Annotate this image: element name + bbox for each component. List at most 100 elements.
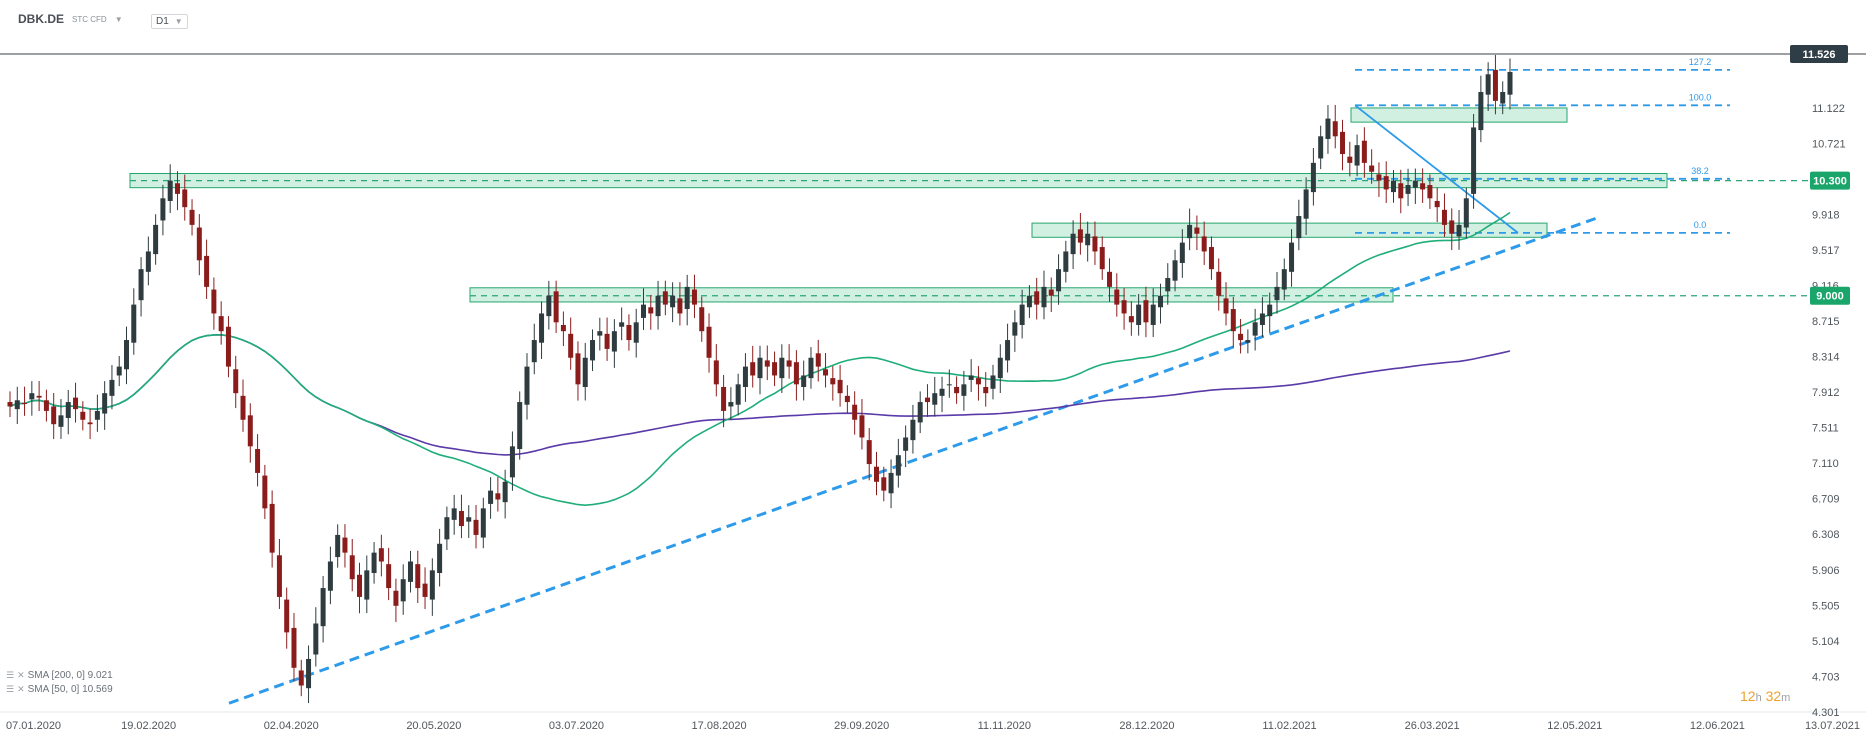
settings-icon[interactable]: ☰ bbox=[6, 670, 15, 680]
x-tick-label: 12.06.2021 bbox=[1690, 720, 1745, 732]
fibonacci-retracement[interactable]: 127.2 100.0 38.2 0.0 bbox=[1354, 57, 1730, 234]
candle-body bbox=[903, 437, 909, 451]
candle-body bbox=[1012, 322, 1018, 336]
candle-body bbox=[1201, 236, 1207, 252]
candle-body bbox=[1019, 304, 1025, 325]
candle-body bbox=[145, 251, 151, 272]
timer-minutes-unit: m bbox=[1781, 692, 1791, 704]
candle-body bbox=[757, 357, 763, 379]
candle-body bbox=[495, 493, 501, 500]
candle-body bbox=[1092, 236, 1098, 252]
candle-body bbox=[276, 555, 282, 597]
fib-anchor-line bbox=[1354, 104, 1519, 234]
x-tick-label: 11.11.2020 bbox=[978, 720, 1031, 732]
candle-body bbox=[640, 304, 646, 318]
candle-body bbox=[983, 386, 989, 394]
candle-body bbox=[539, 313, 545, 343]
candle-body bbox=[480, 508, 486, 538]
candle-body bbox=[1434, 200, 1440, 208]
candle-body bbox=[1034, 291, 1040, 305]
candle-body bbox=[910, 419, 916, 441]
candle-body bbox=[1296, 216, 1302, 239]
candle-body bbox=[393, 590, 399, 606]
close-icon[interactable]: ✕ bbox=[17, 684, 25, 694]
candle-body bbox=[801, 375, 807, 387]
candle-body bbox=[1077, 229, 1083, 243]
close-icon[interactable]: ✕ bbox=[17, 670, 25, 680]
candle-body bbox=[1354, 145, 1360, 166]
candle-body bbox=[684, 286, 690, 310]
candle-body bbox=[14, 400, 20, 410]
y-tick-label: 10.721 bbox=[1812, 138, 1846, 150]
candle-body bbox=[1230, 309, 1236, 332]
trendline[interactable] bbox=[228, 215, 1601, 705]
timeframe-select[interactable]: D1 ▼ bbox=[151, 14, 188, 29]
candle-body bbox=[1216, 271, 1222, 296]
candle-body bbox=[895, 455, 901, 476]
candle-body bbox=[924, 397, 930, 403]
chevron-down-icon[interactable]: ▼ bbox=[114, 14, 123, 24]
legend-sma50[interactable]: ☰ ✕ SMA [50, 0] 10.569 bbox=[6, 684, 113, 695]
y-tick-label: 5.505 bbox=[1812, 600, 1840, 612]
candle-body bbox=[364, 570, 370, 600]
candle-body bbox=[1252, 322, 1258, 336]
candle-body bbox=[1114, 289, 1120, 305]
candle-body bbox=[58, 415, 64, 427]
y-tick-label: 8.715 bbox=[1812, 316, 1840, 328]
candle-body bbox=[662, 291, 668, 305]
candle-body bbox=[7, 402, 13, 407]
x-tick-label: 13.07.2021 bbox=[1805, 720, 1860, 732]
candle-body bbox=[1128, 316, 1134, 323]
fib-label: 100.0 bbox=[1689, 92, 1712, 102]
candle-body bbox=[1267, 304, 1273, 317]
grid-lines bbox=[0, 53, 1866, 713]
sr-zone bbox=[1031, 222, 1548, 238]
candle-body bbox=[633, 322, 639, 343]
candle-body bbox=[779, 357, 785, 379]
candle-body bbox=[728, 402, 734, 407]
candle-body bbox=[939, 388, 945, 396]
candle-body bbox=[1420, 183, 1426, 190]
candle-body bbox=[713, 360, 719, 385]
candle-body bbox=[225, 326, 231, 367]
candle-body bbox=[284, 599, 290, 633]
candle-body bbox=[997, 357, 1003, 379]
candle-body bbox=[502, 481, 508, 503]
timer-hours: 12 bbox=[1740, 688, 1756, 704]
candle-body bbox=[1340, 131, 1346, 155]
candle-body bbox=[1281, 269, 1287, 290]
candle-body bbox=[116, 366, 122, 376]
settings-icon[interactable]: ☰ bbox=[6, 684, 15, 694]
support-resistance-zones[interactable] bbox=[129, 107, 1668, 303]
x-tick-label: 12.05.2021 bbox=[1547, 720, 1602, 732]
x-tick-label: 28.12.2020 bbox=[1119, 720, 1174, 732]
candle-body bbox=[1376, 174, 1382, 181]
candle-body bbox=[1172, 260, 1178, 281]
candle-body bbox=[131, 304, 137, 343]
x-tick-label: 17.08.2020 bbox=[692, 720, 747, 732]
candle-body bbox=[1165, 278, 1171, 292]
y-tick-label: 5.104 bbox=[1812, 636, 1840, 648]
chart-header: DBK.DE STC CFD ▼ bbox=[18, 12, 123, 26]
candle-body bbox=[1449, 220, 1455, 234]
candle-body bbox=[1179, 242, 1185, 263]
candle-body bbox=[786, 360, 792, 367]
candle-body bbox=[1332, 121, 1338, 137]
candle-body bbox=[1325, 118, 1331, 139]
candle-body bbox=[233, 369, 239, 394]
candle-body bbox=[1463, 198, 1469, 228]
horizontal-levels[interactable] bbox=[130, 179, 1810, 297]
candle-body bbox=[342, 537, 348, 553]
candle-body bbox=[1208, 247, 1214, 270]
candle-body bbox=[1427, 185, 1433, 199]
candle-body bbox=[167, 180, 173, 201]
x-tick-label: 20.05.2020 bbox=[406, 720, 461, 732]
price-tag-label: 10.300 bbox=[1813, 176, 1847, 188]
symbol-label[interactable]: DBK.DE bbox=[18, 12, 65, 26]
candle-body bbox=[22, 402, 28, 404]
candle-body bbox=[888, 472, 894, 494]
uptrend-line bbox=[228, 215, 1601, 705]
candle-body bbox=[378, 548, 384, 562]
legend-sma200[interactable]: ☰ ✕ SMA [200, 0] 9.021 bbox=[6, 670, 113, 681]
